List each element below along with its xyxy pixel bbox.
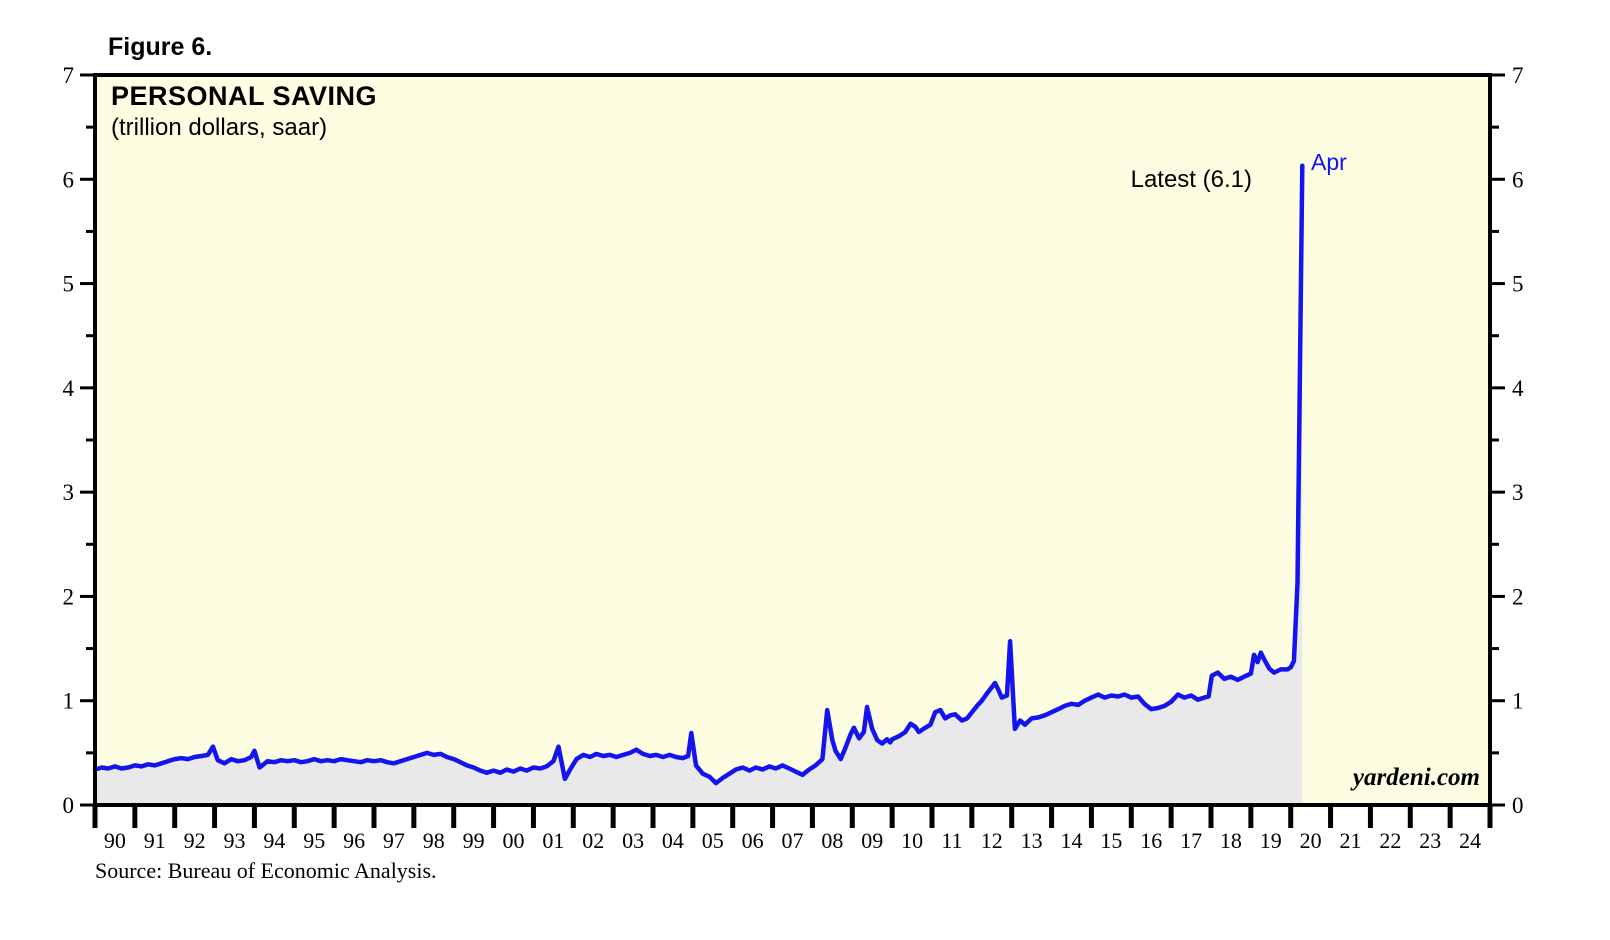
x-axis-label: 10 bbox=[901, 828, 923, 853]
y-axis-label-left: 6 bbox=[63, 167, 75, 192]
x-axis-label: 04 bbox=[662, 828, 684, 853]
x-axis-label: 94 bbox=[263, 828, 285, 853]
x-axis-label: 92 bbox=[184, 828, 206, 853]
x-axis-label: 16 bbox=[1140, 828, 1162, 853]
chart-subtitle: (trillion dollars, saar) bbox=[111, 114, 328, 141]
x-axis-label: 00 bbox=[503, 828, 525, 853]
chart-title: PERSONAL SAVING bbox=[111, 81, 378, 111]
x-axis-label: 96 bbox=[343, 828, 365, 853]
x-axis-label: 14 bbox=[1061, 828, 1083, 853]
y-axis-label-right: 3 bbox=[1512, 480, 1524, 505]
y-axis-label-right: 1 bbox=[1512, 689, 1524, 714]
x-axis-label: 22 bbox=[1379, 828, 1401, 853]
x-axis-label: 99 bbox=[463, 828, 485, 853]
x-axis-label: 12 bbox=[981, 828, 1003, 853]
x-axis-label: 03 bbox=[622, 828, 644, 853]
x-axis-label: 21 bbox=[1340, 828, 1362, 853]
x-axis-label: 90 bbox=[104, 828, 126, 853]
latest-value-label: Latest (6.1) bbox=[1130, 166, 1252, 193]
x-axis-label: 02 bbox=[582, 828, 604, 853]
y-axis-label-right: 5 bbox=[1512, 272, 1524, 297]
x-axis-label: 11 bbox=[941, 828, 962, 853]
x-axis-label: 20 bbox=[1300, 828, 1322, 853]
x-axis-label: 18 bbox=[1220, 828, 1242, 853]
x-axis-label: 93 bbox=[224, 828, 246, 853]
y-axis-label-left: 4 bbox=[63, 376, 75, 401]
y-axis-label-right: 4 bbox=[1512, 376, 1524, 401]
x-axis-label: 01 bbox=[542, 828, 564, 853]
y-axis-label-left: 1 bbox=[63, 689, 75, 714]
x-axis-label: 07 bbox=[782, 828, 804, 853]
x-axis-label: 15 bbox=[1100, 828, 1122, 853]
x-axis-label: 98 bbox=[423, 828, 445, 853]
x-axis-label: 95 bbox=[303, 828, 325, 853]
x-axis-label: 06 bbox=[742, 828, 764, 853]
yardeni-watermark: yardeni.com bbox=[1352, 764, 1480, 791]
saving-area-fill bbox=[95, 165, 1303, 805]
figure-label: Figure 6. bbox=[108, 33, 213, 61]
saving-line bbox=[92, 163, 1305, 786]
x-axis-label: 08 bbox=[821, 828, 843, 853]
y-axis-label-right: 0 bbox=[1512, 793, 1524, 818]
x-axis-label: 19 bbox=[1260, 828, 1282, 853]
x-axis-label: 23 bbox=[1419, 828, 1441, 853]
source-note: Source: Bureau of Economic Analysis. bbox=[95, 858, 437, 883]
y-axis-label-left: 7 bbox=[63, 63, 75, 88]
x-axis-label: 91 bbox=[144, 828, 166, 853]
x-axis-label: 97 bbox=[383, 828, 405, 853]
x-axis-label: 24 bbox=[1459, 828, 1481, 853]
y-axis-label-right: 6 bbox=[1512, 167, 1524, 192]
y-axis-label-right: 2 bbox=[1512, 584, 1524, 609]
y-axis-label-left: 2 bbox=[63, 584, 75, 609]
x-axis-label: 09 bbox=[861, 828, 883, 853]
latest-point-label: Apr bbox=[1311, 149, 1347, 175]
y-axis-label-left: 3 bbox=[63, 480, 75, 505]
y-axis-label-left: 5 bbox=[63, 272, 75, 297]
x-axis-label: 17 bbox=[1180, 828, 1202, 853]
x-axis-label: 13 bbox=[1021, 828, 1043, 853]
x-axis-label: 05 bbox=[702, 828, 724, 853]
y-axis-label-left: 0 bbox=[63, 793, 75, 818]
y-axis-label-right: 7 bbox=[1512, 63, 1524, 88]
